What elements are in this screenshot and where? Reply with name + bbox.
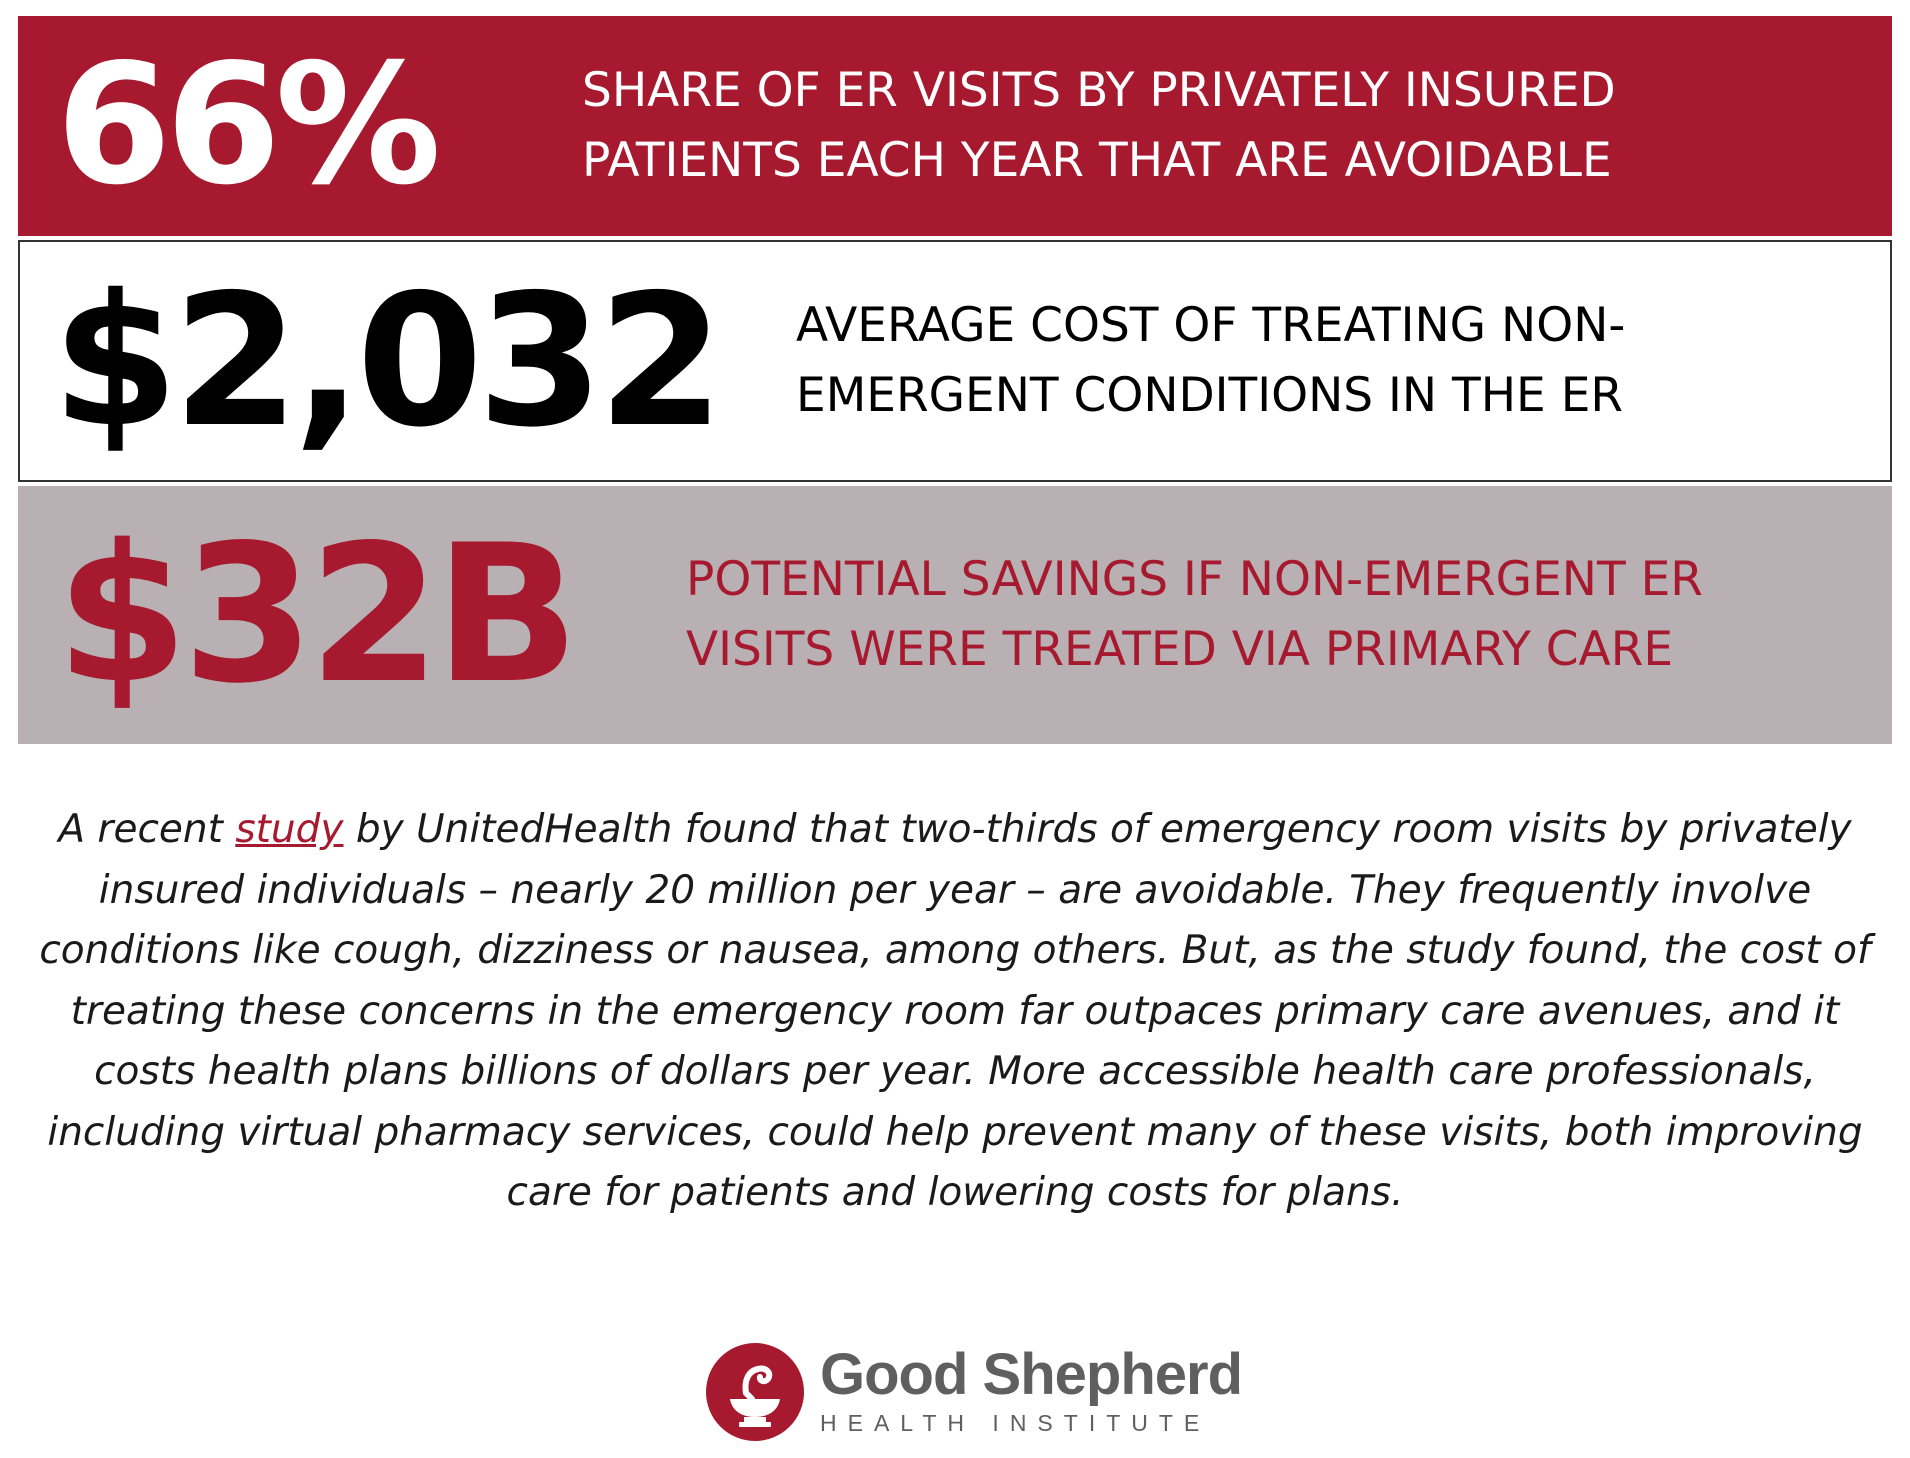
stat-value: $2,032 <box>52 255 724 467</box>
summary-paragraph: A recent study by UnitedHealth found tha… <box>30 800 1880 1224</box>
stat-value: $32B <box>56 504 579 725</box>
good-shepherd-logo: Good Shepherd HEALTH INSTITUTE <box>706 1342 1243 1442</box>
summary-text: by UnitedHealth found that two-thirds of… <box>39 807 1871 1215</box>
stat-panel-avoidable-visits: 66% SHARE OF ER VISITS BY PRIVATELY INSU… <box>18 16 1892 236</box>
logo-name: Good Shepherd <box>820 1342 1243 1407</box>
mortar-pestle-icon <box>706 1343 804 1441</box>
study-link[interactable]: study <box>235 807 344 852</box>
stat-panel-potential-savings: $32B POTENTIAL SAVINGS IF NON-EMERGENT E… <box>18 486 1892 744</box>
stat-value: 66% <box>56 29 441 222</box>
stat-caption: AVERAGE COST OF TREATING NON- EMERGENT C… <box>796 298 1626 423</box>
logo-subtitle: HEALTH INSTITUTE <box>820 1410 1211 1436</box>
stat-caption: SHARE OF ER VISITS BY PRIVATELY INSURED … <box>582 63 1616 188</box>
summary-prefix: A recent <box>58 807 236 852</box>
stat-panel-average-cost: $2,032 AVERAGE COST OF TREATING NON- EME… <box>18 240 1892 482</box>
stat-caption: POTENTIAL SAVINGS IF NON-EMERGENT ER VIS… <box>686 552 1703 677</box>
